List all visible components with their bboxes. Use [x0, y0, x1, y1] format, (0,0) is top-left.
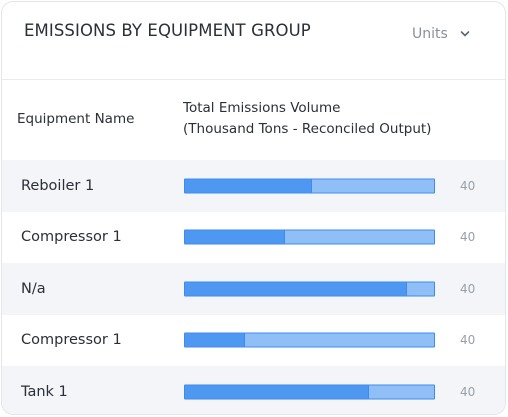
emissions-value: 40 — [460, 230, 476, 245]
emissions-bar — [184, 384, 435, 400]
card-title: EMISSIONS BY EQUIPMENT GROUP — [24, 21, 311, 40]
card-header: EMISSIONS BY EQUIPMENT GROUP Units — [2, 2, 505, 80]
emissions-value: 40 — [460, 281, 476, 296]
equipment-name: N/a — [21, 280, 46, 297]
emissions-value: 40 — [460, 384, 476, 399]
emissions-bar — [184, 332, 435, 348]
units-label: Units — [412, 26, 448, 42]
emissions-bar — [184, 178, 435, 194]
equipment-name: Tank 1 — [21, 383, 68, 400]
emissions-bar-fill — [185, 230, 285, 244]
column-header-volume-line2: (Thousand Tons - Reconciled Output) — [183, 121, 432, 137]
emissions-bar — [184, 229, 435, 245]
units-dropdown[interactable]: Units — [412, 26, 470, 42]
emissions-value: 40 — [460, 333, 476, 348]
emissions-bar-fill — [185, 333, 245, 347]
column-header-equipment-name: Equipment Name — [17, 111, 135, 127]
column-header-volume-line1: Total Emissions Volume — [183, 100, 341, 116]
equipment-name: Compressor 1 — [21, 229, 122, 246]
table-row: Reboiler 1 40 — [2, 160, 505, 212]
emissions-bar-fill — [185, 385, 370, 399]
table-header: Equipment Name Total Emissions Volume (T… — [2, 80, 505, 160]
emissions-bar-fill — [185, 179, 312, 193]
emissions-value: 40 — [460, 178, 476, 193]
table-row: Tank 1 40 — [2, 366, 505, 414]
column-header-total-emissions: Total Emissions Volume (Thousand Tons - … — [183, 98, 431, 140]
table-row: N/a 40 — [2, 263, 505, 315]
chevron-down-icon — [460, 31, 470, 37]
table-body: Reboiler 1 40 Compressor 1 40 N/a 40 Com… — [2, 160, 505, 414]
emissions-bar — [184, 281, 435, 297]
emissions-bar-fill — [185, 282, 407, 296]
equipment-name: Compressor 1 — [21, 332, 122, 349]
table-row: Compressor 1 40 — [2, 212, 505, 264]
equipment-name: Reboiler 1 — [21, 177, 95, 194]
table-row: Compressor 1 40 — [2, 315, 505, 367]
